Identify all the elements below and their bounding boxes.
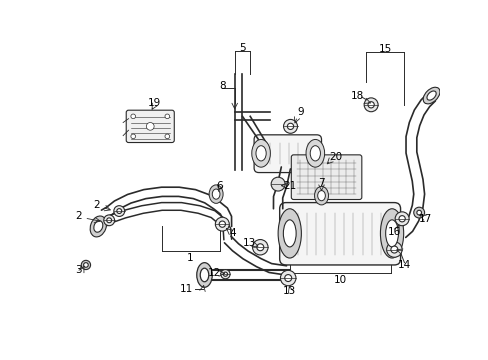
Text: 6: 6 <box>216 181 222 191</box>
Ellipse shape <box>196 263 212 287</box>
Circle shape <box>146 122 154 130</box>
Circle shape <box>219 221 225 227</box>
Circle shape <box>81 260 90 270</box>
Circle shape <box>413 207 424 218</box>
Circle shape <box>106 218 111 223</box>
Ellipse shape <box>283 220 296 247</box>
Ellipse shape <box>255 146 265 161</box>
Ellipse shape <box>278 209 301 258</box>
Text: 7: 7 <box>318 178 324 188</box>
Circle shape <box>416 210 421 215</box>
Circle shape <box>223 272 227 276</box>
Text: 15: 15 <box>378 44 391 54</box>
Circle shape <box>131 114 135 119</box>
Text: 5: 5 <box>239 43 245 53</box>
Text: 20: 20 <box>329 152 342 162</box>
Text: 13: 13 <box>243 238 256 248</box>
Ellipse shape <box>385 220 398 247</box>
Text: 21: 21 <box>283 181 296 191</box>
Ellipse shape <box>200 268 208 282</box>
Circle shape <box>83 263 88 267</box>
Ellipse shape <box>317 190 325 201</box>
Ellipse shape <box>94 221 102 232</box>
Ellipse shape <box>212 189 220 199</box>
FancyBboxPatch shape <box>279 203 400 265</box>
Ellipse shape <box>309 146 320 161</box>
Circle shape <box>394 212 408 226</box>
Text: 2: 2 <box>75 211 81 221</box>
Text: 13: 13 <box>283 286 296 296</box>
Ellipse shape <box>251 139 270 167</box>
Text: 9: 9 <box>297 108 303 117</box>
Circle shape <box>390 246 397 253</box>
Text: 11: 11 <box>180 284 193 294</box>
Circle shape <box>164 134 169 139</box>
Circle shape <box>283 120 297 133</box>
Circle shape <box>386 242 401 257</box>
Circle shape <box>287 123 293 130</box>
Text: 2: 2 <box>93 200 100 210</box>
Ellipse shape <box>314 186 328 205</box>
Circle shape <box>280 270 295 286</box>
Circle shape <box>103 215 114 226</box>
Text: 14: 14 <box>397 260 410 270</box>
Text: 1: 1 <box>187 253 193 263</box>
Text: 18: 18 <box>350 91 363 100</box>
Ellipse shape <box>422 87 439 104</box>
Circle shape <box>270 177 285 191</box>
FancyBboxPatch shape <box>126 110 174 143</box>
Circle shape <box>284 275 291 282</box>
Circle shape <box>215 217 229 231</box>
Text: 16: 16 <box>387 227 400 237</box>
Text: 8: 8 <box>219 81 225 91</box>
Circle shape <box>256 244 263 251</box>
Circle shape <box>252 239 267 255</box>
Circle shape <box>398 216 405 222</box>
Ellipse shape <box>305 139 324 167</box>
Circle shape <box>220 270 230 279</box>
Text: 19: 19 <box>147 98 161 108</box>
FancyBboxPatch shape <box>291 155 361 199</box>
Circle shape <box>367 102 373 108</box>
Circle shape <box>131 134 135 139</box>
Text: 12: 12 <box>207 269 221 278</box>
Circle shape <box>164 114 169 119</box>
Ellipse shape <box>426 91 435 100</box>
Text: 3: 3 <box>75 265 81 275</box>
FancyBboxPatch shape <box>254 135 321 172</box>
Ellipse shape <box>380 209 403 258</box>
Text: 4: 4 <box>229 228 236 238</box>
Circle shape <box>117 209 122 213</box>
Circle shape <box>364 98 377 112</box>
Circle shape <box>114 206 124 216</box>
Ellipse shape <box>90 216 106 237</box>
Text: 17: 17 <box>418 214 431 224</box>
Text: 10: 10 <box>333 275 346 285</box>
Ellipse shape <box>209 185 223 203</box>
